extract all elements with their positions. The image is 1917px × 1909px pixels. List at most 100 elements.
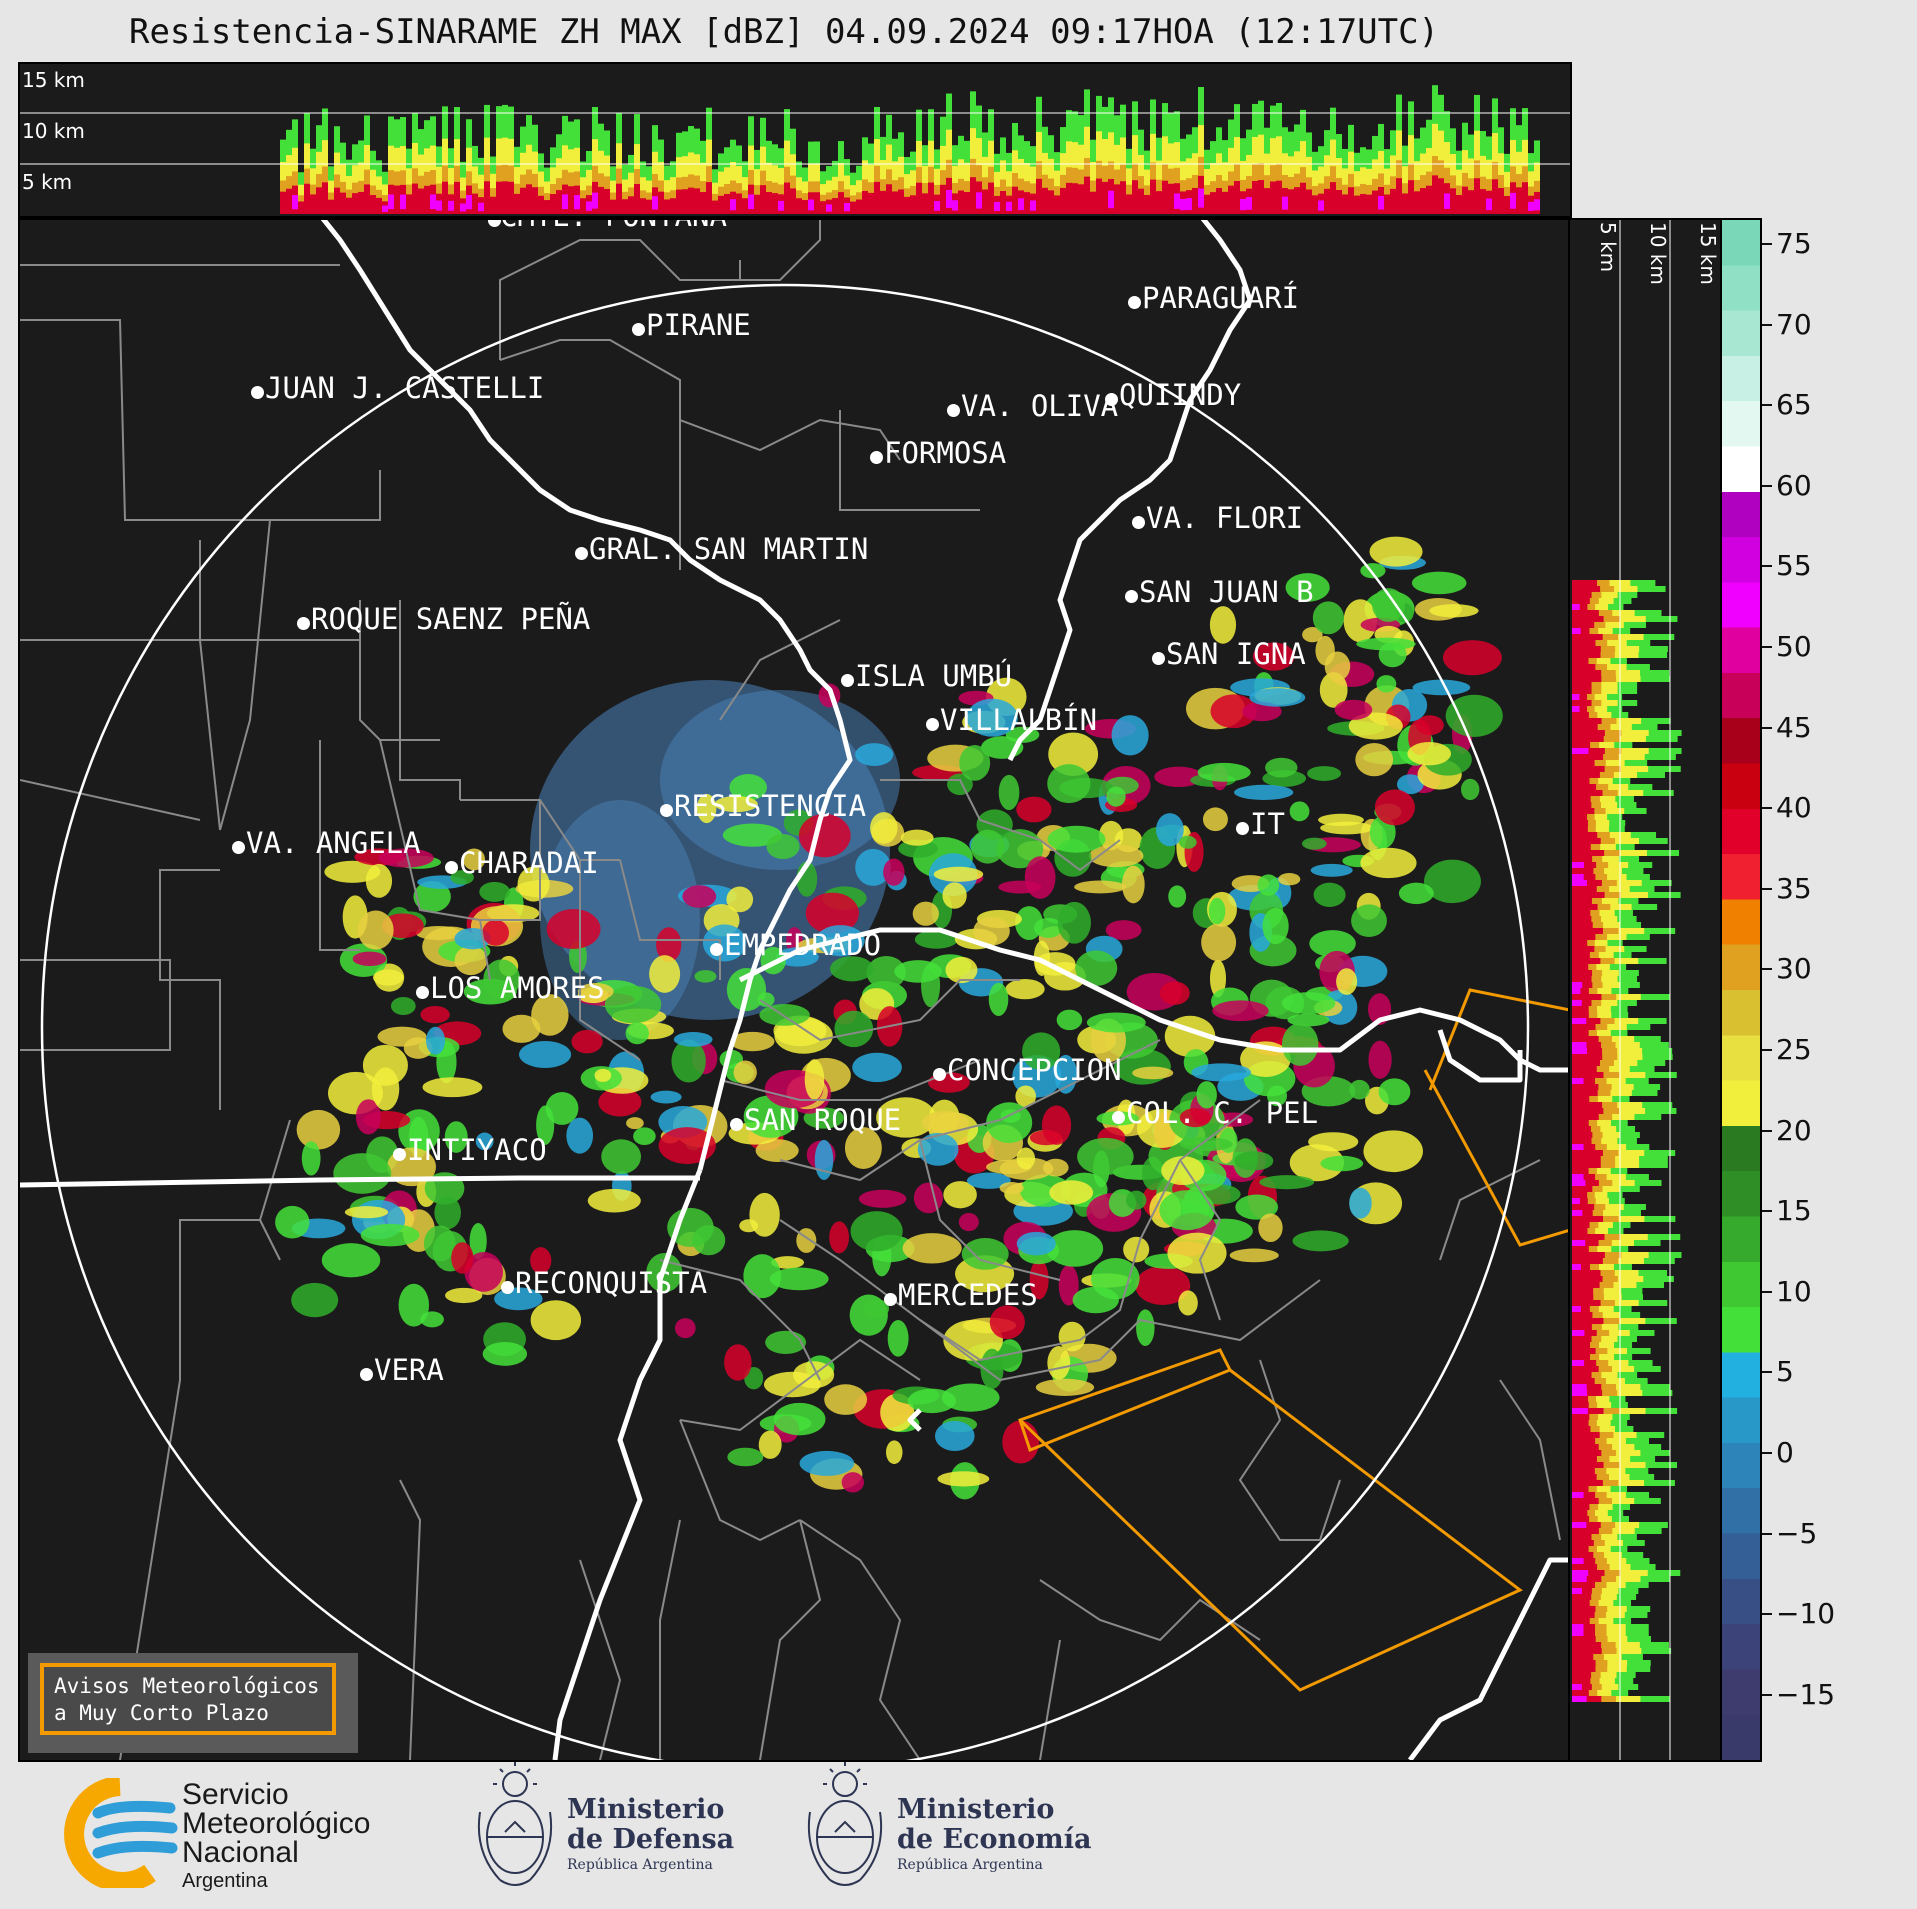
- echo-cell: [1278, 872, 1301, 886]
- profile-column: [658, 191, 664, 214]
- city-marker: [1022, 218, 1035, 219]
- side-height-profile: 5 km 10 km 15 km: [1568, 218, 1723, 1762]
- echo-cell: [1355, 743, 1394, 777]
- profile-column: [898, 189, 904, 214]
- radar-echoes: [275, 536, 1503, 1500]
- city-label: CONCEPCION: [947, 1053, 1122, 1087]
- profile-column: [1168, 183, 1174, 214]
- echo-cell: [1235, 1194, 1279, 1220]
- profile-row: [1572, 1570, 1605, 1576]
- city-marker: [1236, 822, 1249, 835]
- profile-row: [1572, 1342, 1591, 1348]
- echo-cell: [357, 910, 394, 950]
- profile-column: [772, 193, 778, 214]
- warning-polygons: [1018, 988, 1570, 1692]
- profile-row: [1572, 628, 1581, 634]
- profile-row: [1572, 952, 1590, 958]
- echo-cell: [1289, 1144, 1345, 1182]
- echo-cell: [729, 774, 767, 801]
- echo-cell: [1111, 715, 1149, 756]
- echo-cell: [444, 1121, 468, 1153]
- profile-column: [1294, 187, 1300, 214]
- profile-row: [1572, 1276, 1603, 1282]
- echo-cell: [587, 1188, 641, 1213]
- profile-column: [364, 184, 370, 214]
- profile-column: [1408, 180, 1414, 214]
- echo-cell: [1336, 968, 1358, 995]
- profile-row: [1572, 1192, 1588, 1198]
- profile-row: [1572, 592, 1592, 598]
- echo-cell: [1208, 897, 1226, 925]
- echo-cell: [1016, 796, 1052, 823]
- echo-cell: [1445, 694, 1503, 737]
- profile-column: [544, 200, 550, 214]
- echo-cell: [352, 951, 387, 967]
- profile-row: [1572, 1486, 1589, 1492]
- echo-cell: [1202, 807, 1228, 832]
- echo-cell: [1057, 901, 1091, 944]
- echo-cell: [773, 1402, 826, 1436]
- profile-row: [1572, 982, 1593, 988]
- profile-row: [1572, 1072, 1604, 1078]
- profile-column: [886, 184, 892, 214]
- profile-column: [472, 193, 478, 214]
- echo-cell: [766, 833, 800, 860]
- avisos-panel[interactable]: Avisos Meteorológicos a Muy Corto Plazo: [28, 1653, 358, 1753]
- echo-cell: [1058, 1264, 1079, 1306]
- profile-column: [592, 192, 598, 209]
- profile-column: [1246, 197, 1252, 210]
- echo-cell: [463, 848, 486, 871]
- echo-cell: [1302, 627, 1323, 643]
- profile-row: [1572, 760, 1595, 766]
- profile-row: [1572, 1264, 1581, 1270]
- profile-column: [1090, 191, 1096, 214]
- profile-column: [688, 187, 694, 214]
- profile-row: [1572, 1294, 1594, 1300]
- city-label: INTIYACO: [407, 1133, 547, 1167]
- echo-cell: [1034, 952, 1076, 976]
- echo-cell: [805, 892, 859, 934]
- echo-cell: [483, 959, 521, 999]
- profile-column: [880, 190, 886, 214]
- profile-row: [1572, 1642, 1602, 1648]
- profile-row: [1572, 1510, 1588, 1516]
- echo-cell: [1423, 859, 1481, 904]
- profile-row: [1572, 766, 1605, 772]
- profile-column: [1504, 195, 1510, 214]
- echo-cell: [1252, 642, 1295, 671]
- profile-column: [1180, 198, 1186, 211]
- profile-row: [1572, 844, 1591, 850]
- avisos-button[interactable]: Avisos Meteorológicos a Muy Corto Plazo: [40, 1663, 336, 1735]
- radar-map[interactable]: CMTE. FONTANA ASUNCIÓN PIRANE PARAGUARÍ JUAN…: [18, 218, 1572, 1762]
- echo-cell: [1197, 762, 1251, 782]
- echo-cell: [1262, 907, 1289, 945]
- profile-row: [1572, 1636, 1596, 1642]
- echo-cell: [824, 1384, 868, 1415]
- profile-row: [1572, 1408, 1604, 1414]
- profile-row: [1572, 1696, 1602, 1702]
- profile-column: [1510, 192, 1516, 209]
- profile-column: [1276, 180, 1282, 214]
- profile-row: [1572, 916, 1592, 922]
- profile-row: [1572, 1600, 1590, 1606]
- echo-cell: [883, 858, 905, 886]
- echo-cell: [1168, 885, 1187, 908]
- profile-row: [1572, 1378, 1595, 1384]
- profile-column: [694, 188, 700, 214]
- echo-cell: [469, 1223, 487, 1260]
- profile-row: [1572, 694, 1580, 700]
- echo-cell: [1106, 786, 1126, 807]
- profile-column: [334, 187, 340, 214]
- city-label: SAN JUAN B: [1139, 575, 1314, 609]
- echo-cell: [1029, 1259, 1049, 1300]
- echo-cell: [545, 1091, 579, 1125]
- profile-row: [1572, 994, 1602, 1000]
- profile-row: [1572, 1396, 1589, 1402]
- echo-cell: [726, 886, 754, 913]
- echo-cell: [999, 1182, 1024, 1195]
- city-marker: [232, 841, 245, 854]
- echo-cell: [958, 1212, 979, 1232]
- smn-logo-icon: [64, 1778, 178, 1888]
- profile-column: [634, 184, 640, 214]
- echo-cell: [1249, 688, 1306, 707]
